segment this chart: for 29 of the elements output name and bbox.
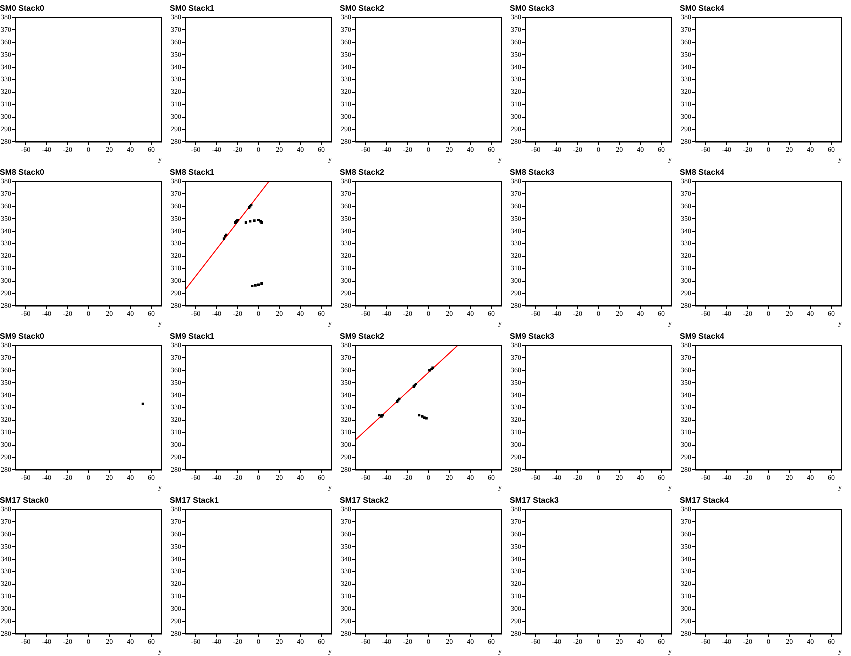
chart-title: SM17 Stack0	[0, 496, 50, 506]
chart-title: SM17 Stack1	[170, 496, 220, 506]
chart-title: SM17 Stack3	[510, 496, 560, 506]
chart-title: SM8 Stack2	[340, 168, 386, 178]
point	[418, 414, 421, 417]
chart-title: SM0 Stack2	[340, 4, 386, 14]
chart-title: SM17 Stack2	[340, 496, 390, 506]
chart-title: SM0 Stack4	[680, 4, 726, 14]
chart-title: SM17 Stack4	[680, 496, 730, 506]
chart-title: SM8 Stack1	[170, 168, 216, 178]
point	[251, 284, 254, 288]
point	[260, 282, 264, 286]
chart-title: SM8 Stack0	[0, 168, 46, 178]
point	[249, 220, 252, 223]
chart-title: SM9 Stack1	[170, 332, 216, 342]
point	[253, 220, 256, 222]
chart-title: SM9 Stack0	[0, 332, 46, 342]
point	[222, 238, 226, 240]
point	[257, 284, 260, 286]
chart-title: SM0 Stack3	[510, 4, 556, 14]
chart-title: SM9 Stack2	[340, 332, 386, 342]
chart-title: SM9 Stack3	[510, 332, 556, 342]
point	[254, 284, 257, 287]
point	[244, 221, 248, 224]
chart-title: SM8 Stack3	[510, 168, 556, 178]
chart-title: SM0 Stack1	[170, 4, 216, 14]
chart-title: SM0 Stack0	[0, 4, 46, 14]
chart-title: SM8 Stack4	[680, 168, 726, 178]
chart-title: SM9 Stack4	[680, 332, 726, 342]
